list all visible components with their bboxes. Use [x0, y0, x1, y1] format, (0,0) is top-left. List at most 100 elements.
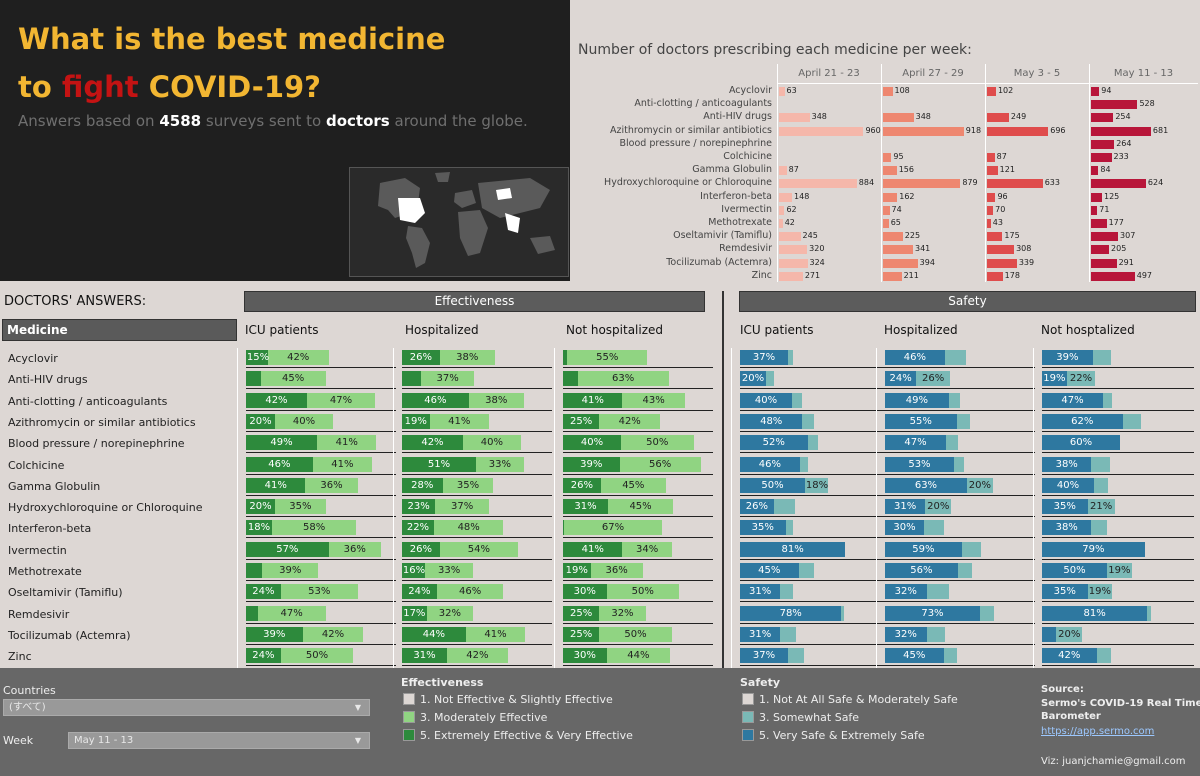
bar-dark: [885, 563, 958, 578]
pct-light: 42%: [321, 628, 345, 640]
row-line: [885, 580, 1035, 581]
bar-dark: [402, 392, 469, 408]
world-map[interactable]: [349, 167, 569, 277]
row-line: [246, 430, 396, 432]
pct-dark: 19%: [1043, 373, 1066, 385]
row-line: [885, 601, 1035, 603]
pct-dark: 45%: [903, 650, 926, 662]
week-bar: [779, 166, 787, 176]
saf-legend-3[interactable]: 3. Somewhat Safe: [759, 711, 860, 724]
week-bar: [779, 245, 808, 255]
pct-dark: 42%: [265, 394, 288, 406]
row-line: [740, 558, 890, 560]
source-link[interactable]: https://app.sermo.com: [1041, 726, 1155, 737]
week-value: 125: [1104, 191, 1120, 201]
eff-legend-3[interactable]: 3. Moderately Effective: [420, 711, 548, 724]
week-bar: [1091, 87, 1100, 96]
source-label: Source:: [1041, 684, 1084, 695]
row-line: [740, 409, 890, 411]
bar-dark: [246, 605, 258, 621]
pct-dark: 41%: [581, 543, 604, 555]
pct-dark: 78%: [779, 607, 802, 619]
bar-light: [1122, 413, 1141, 429]
subtitle-mid: surveys sent to: [205, 112, 322, 130]
week-bar: [779, 113, 810, 123]
bar-dark: [402, 563, 426, 578]
bar-light: [805, 477, 829, 493]
pct-dark: 49%: [270, 437, 293, 449]
bar-dark: [563, 413, 600, 429]
bar-dark: [740, 605, 842, 621]
bar-light: [306, 392, 376, 408]
week-row-label: Methotrexate: [708, 217, 772, 228]
bar-dark: [1042, 563, 1107, 578]
bar-light: [260, 371, 326, 387]
pct-dark: 20%: [249, 415, 272, 427]
subtitle-pre: Answers based on: [18, 112, 155, 130]
pct-light: 55%: [596, 352, 619, 363]
week-value: 245: [802, 231, 818, 241]
pct-dark: 31%: [413, 650, 436, 662]
bar-light: [599, 626, 672, 642]
bar-dark: [885, 456, 954, 472]
saf-legend-1[interactable]: 1. Not At All Safe & Moderately Safe: [759, 693, 958, 706]
saf-legend-5[interactable]: 5. Very Safe & Extremely Safe: [759, 729, 925, 742]
pct-dark: 79%: [1082, 543, 1105, 555]
bar-dark: [740, 648, 789, 664]
medicine-name: Methotrexate: [8, 565, 82, 578]
bar-dark: [740, 584, 781, 600]
week-select[interactable]: May 11 - 13 ▼: [68, 732, 370, 749]
bar-light: [619, 456, 701, 472]
countries-select[interactable]: (すべて) ▼: [3, 699, 370, 716]
pct-light: 42%: [287, 352, 310, 363]
bar-dark: [740, 477, 805, 493]
week-value: 348: [811, 112, 827, 122]
pct-light: 47%: [329, 394, 353, 406]
pct-light: 34%: [635, 543, 659, 555]
week-bar: [883, 232, 903, 242]
col-sep: [876, 348, 877, 668]
col-sep: [393, 348, 394, 668]
pct-light: 41%: [331, 458, 354, 470]
week-bar: [1091, 113, 1114, 123]
row-line: [885, 409, 1035, 411]
bar-light: [621, 435, 694, 451]
pct-dark: 48%: [760, 415, 783, 427]
week-value: 960: [865, 125, 881, 135]
eff-legend-5[interactable]: 5. Extremely Effective & Very Effective: [420, 729, 633, 742]
pct-dark: 45%: [758, 565, 781, 576]
week-bar: [1091, 179, 1146, 189]
bar-light: [272, 520, 357, 536]
bar-light: [1087, 499, 1115, 515]
medicine-header[interactable]: Medicine: [2, 319, 237, 341]
bar-light: [956, 413, 970, 429]
medicine-name: Acyclovir: [8, 352, 58, 365]
bar-dark: [246, 499, 275, 515]
row-line: [563, 580, 713, 581]
effectiveness-header: Effectiveness: [244, 291, 705, 312]
bar-dark: [402, 648, 447, 664]
row-line: [1042, 622, 1194, 624]
week-row-label: Acyclovir: [728, 85, 772, 96]
week-value: 249: [1010, 112, 1027, 122]
bar-dark: [740, 371, 766, 387]
week-value: 156: [898, 165, 914, 175]
bar-light: [599, 605, 646, 621]
week-col-sep: [1089, 64, 1090, 282]
row-line: [885, 558, 1035, 560]
row-line: [563, 622, 713, 624]
eff-legend-1[interactable]: 1. Not Effective & Slightly Effective: [420, 693, 613, 706]
bar-light: [1091, 520, 1107, 536]
row-line: [1042, 367, 1194, 368]
pct-dark: 31%: [749, 586, 772, 598]
week-value: 94: [1101, 86, 1112, 95]
medicine-name: Tocilizumab (Actemra): [8, 628, 131, 642]
bar-dark: [885, 371, 917, 387]
pct-light: 50%: [631, 586, 654, 598]
week-value: 108: [894, 86, 910, 95]
bar-dark: [246, 626, 303, 642]
pct-light: 58%: [303, 522, 326, 534]
week-value: 233: [1113, 152, 1129, 161]
bar-dark: [246, 563, 262, 578]
pct-dark: 63%: [914, 479, 938, 491]
